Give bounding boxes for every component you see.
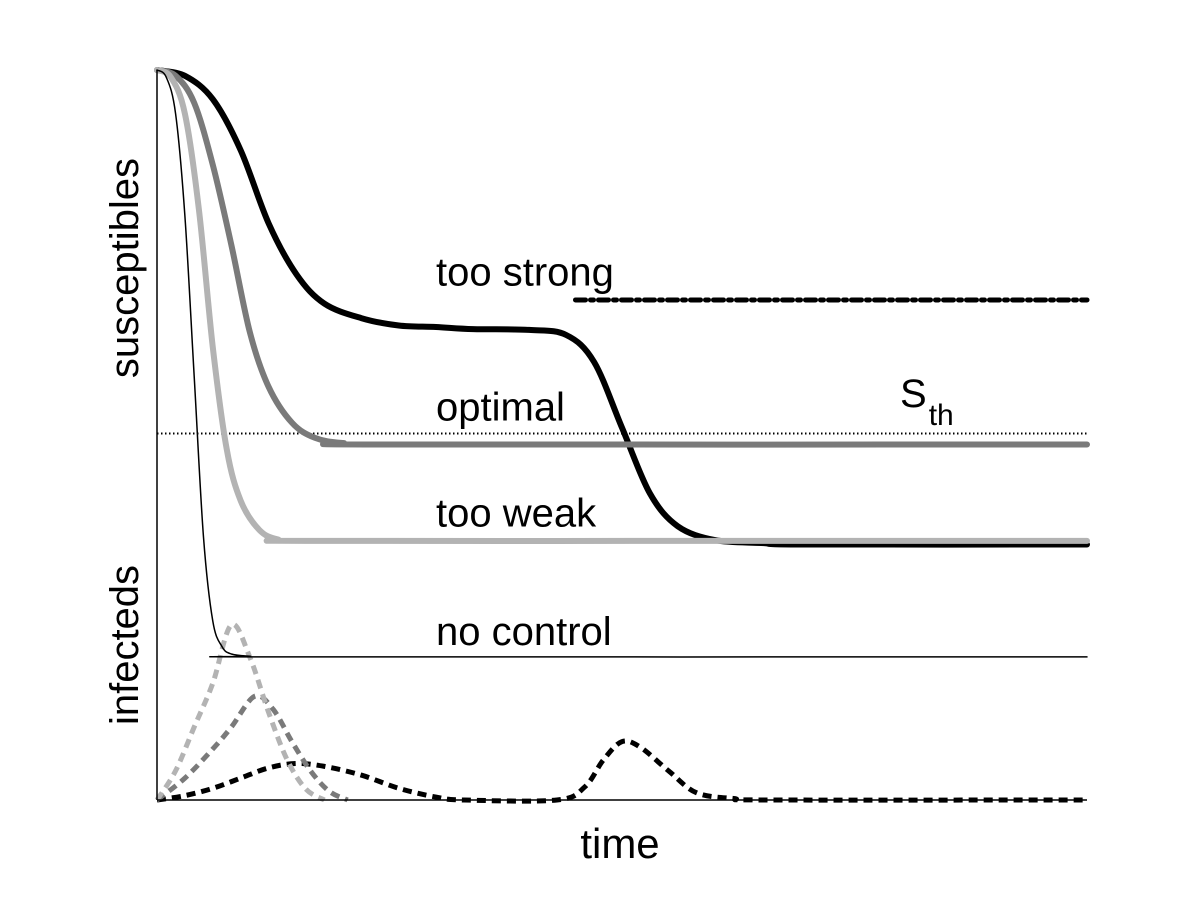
series-line-too-weak <box>154 67 1090 544</box>
series-line-optimal <box>154 67 1090 448</box>
y-axis-label-infecteds: infecteds <box>103 565 147 725</box>
threshold-label-main: S <box>900 372 927 416</box>
lines-layer <box>154 67 1090 804</box>
curve-label-too-strong: too strong <box>436 250 614 294</box>
threshold-label-subscript: th <box>929 399 954 432</box>
curve-label-optimal: optimal <box>436 385 565 429</box>
series-line-too-strong-infecteds <box>156 738 1088 804</box>
labels-layer: too strong optimal too weak no control <box>436 250 614 654</box>
x-axis-label: time <box>580 820 659 867</box>
series-line-too-strong <box>154 67 1090 548</box>
curve-label-no-control: no control <box>436 610 612 654</box>
series-line-no-control <box>156 69 1088 658</box>
series-line-optimal-infecteds <box>155 693 349 803</box>
curve-label-too-weak: too weak <box>436 491 597 535</box>
threshold-label: Sth <box>900 372 954 432</box>
y-axis-label-susceptibles: susceptibles <box>103 158 147 378</box>
